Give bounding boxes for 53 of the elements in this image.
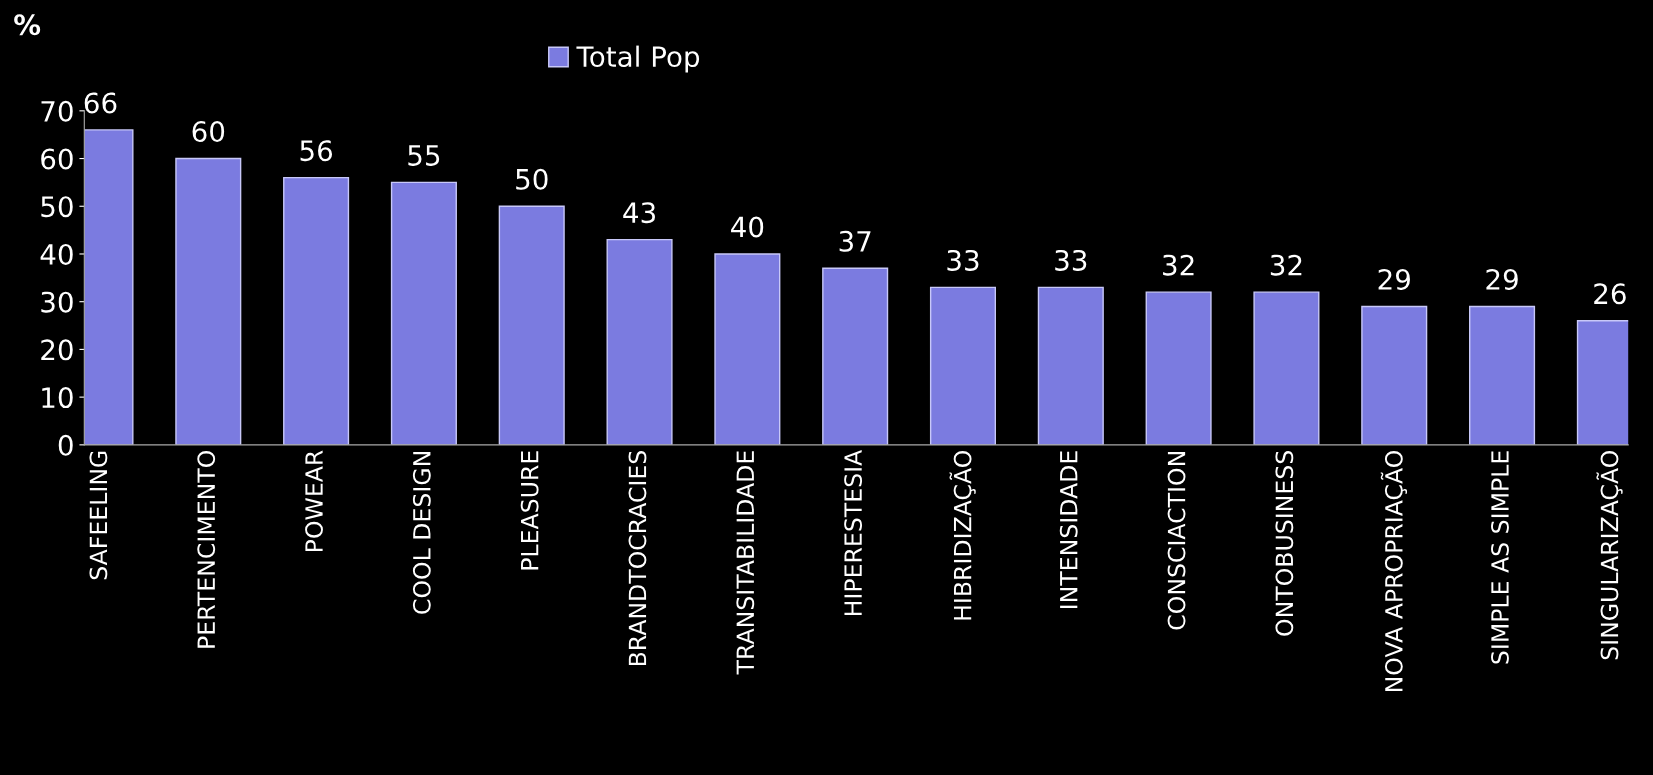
y-tick-label: 0 — [58, 434, 73, 456]
data-label: 29 — [1486, 268, 1518, 290]
data-label: 32 — [1270, 254, 1302, 276]
x-tick-label: PERTENCIMENTO — [197, 451, 216, 648]
y-tick-label: 20 — [41, 339, 73, 361]
x-tick-label: SINGULARIZAÇÃO — [1596, 451, 1623, 660]
data-label: 32 — [1163, 254, 1194, 276]
bar — [175, 157, 242, 445]
x-tick-label: TRANSITABILIDADE — [736, 451, 755, 675]
y-axis-title: % — [14, 14, 41, 36]
data-label: 43 — [623, 202, 655, 224]
data-label: 50 — [516, 168, 548, 190]
bar — [1253, 291, 1320, 445]
x-tick-label: CONSCIACTION — [1167, 452, 1186, 630]
data-label: 55 — [408, 145, 440, 166]
data-label: 33 — [947, 249, 979, 271]
data-label: 26 — [1594, 283, 1626, 305]
data-label: 40 — [731, 216, 764, 238]
x-tick-label: COOL DESIGN — [412, 452, 431, 614]
y-tick-label: 70 — [41, 100, 73, 122]
bar — [822, 267, 889, 445]
x-tick-label: HIPERESTESIA — [844, 449, 863, 616]
bar — [498, 205, 565, 445]
bar — [283, 176, 350, 445]
y-tick-label: 60 — [41, 148, 73, 170]
legend-label: Total Pop — [576, 45, 700, 73]
y-tick-label: 10 — [42, 387, 73, 409]
bar — [714, 253, 781, 445]
data-label: 60 — [192, 121, 225, 143]
data-label: 33 — [1055, 249, 1087, 271]
x-tick-label: NOVA APROPRIAÇÃO — [1380, 451, 1408, 692]
data-label: 29 — [1378, 268, 1410, 290]
y-tick-label: 40 — [40, 243, 73, 265]
x-tick-label: HIBRIDIZAÇÃO — [949, 451, 976, 620]
x-tick-label: SIMPLE AS SIMPLE — [1491, 451, 1509, 664]
x-tick-label: INTENSIDADE — [1059, 451, 1078, 608]
bar — [1469, 305, 1536, 445]
bar — [929, 286, 997, 445]
data-label: 66 — [84, 92, 117, 114]
y-tick-label: 50 — [41, 196, 73, 218]
bar — [390, 181, 457, 445]
data-label: 37 — [839, 230, 871, 252]
y-tick-label: 30 — [41, 291, 73, 313]
x-tick-label: ONTOBUSINESS — [1275, 451, 1294, 636]
bar — [606, 238, 673, 445]
x-tick-label: BRANDTOCRACIES — [628, 451, 647, 666]
bar — [1361, 305, 1428, 445]
x-tick-label: SAFEELING — [89, 451, 108, 580]
x-tick-label: POWEAR — [305, 450, 323, 552]
bar — [1145, 291, 1212, 445]
bar — [1037, 286, 1104, 445]
data-label: 56 — [300, 140, 333, 162]
x-tick-label: PLEASURE — [520, 451, 539, 570]
